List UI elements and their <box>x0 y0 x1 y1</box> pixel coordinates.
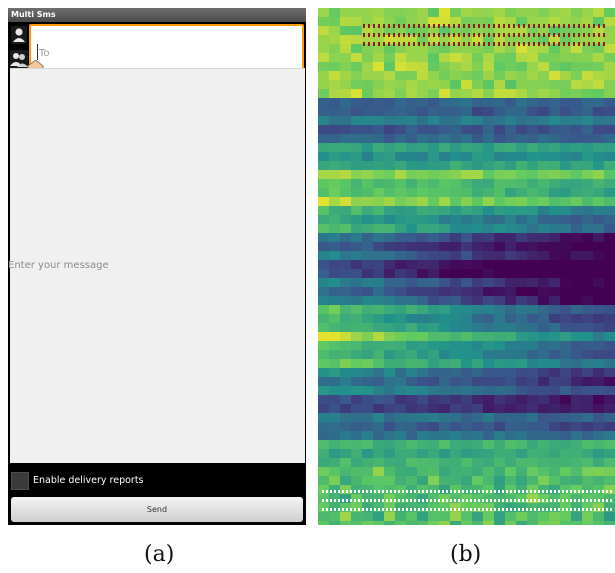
text-cursor <box>37 44 38 60</box>
delivery-reports-row[interactable]: Enable delivery reports <box>8 470 306 494</box>
caption-b: (b) <box>450 542 482 567</box>
send-button[interactable]: Send <box>11 497 303 522</box>
message-input[interactable]: Enter your message <box>8 68 305 463</box>
recipient-placeholder: To <box>39 48 50 59</box>
group-picker-icon <box>9 50 28 68</box>
caption-a: (a) <box>144 542 175 567</box>
phone-screen: Multi Sms To Enter your message Enable d… <box>8 8 306 525</box>
group-picker-button[interactable] <box>9 49 28 69</box>
heatmap-image <box>318 8 615 525</box>
delivery-reports-label: Enable delivery reports <box>33 475 144 486</box>
app-title: Multi Sms <box>8 8 306 22</box>
contact-picker-icon <box>10 26 27 44</box>
heatmap-panel <box>318 8 615 525</box>
recipient-field[interactable]: To <box>29 24 304 72</box>
contact-picker-button[interactable] <box>9 25 28 45</box>
message-placeholder: Enter your message <box>8 260 109 271</box>
delivery-reports-checkbox[interactable] <box>11 472 29 490</box>
